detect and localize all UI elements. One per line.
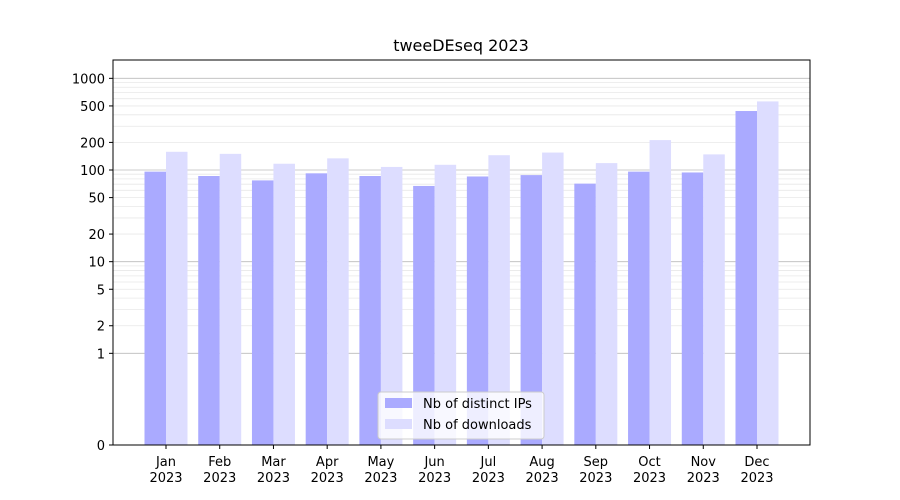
bar-downloads — [542, 152, 564, 446]
x-tick-label-year: 2023 — [257, 471, 290, 486]
y-tick-label: 1000 — [72, 72, 105, 87]
bar-downloads — [757, 101, 779, 445]
x-tick-label-month: Mar — [261, 455, 286, 470]
y-tick-label: 200 — [80, 136, 105, 151]
bar-downloads — [327, 158, 349, 445]
x-tick-label-month: Nov — [691, 455, 717, 470]
bar-ips — [251, 180, 274, 445]
bar-ips — [681, 172, 704, 445]
x-tick-label-month: Apr — [316, 455, 339, 470]
bar-ips — [466, 176, 489, 446]
x-tick-label-month: Feb — [208, 455, 231, 470]
x-tick-label-year: 2023 — [149, 471, 182, 486]
y-tick-label: 50 — [88, 192, 105, 207]
x-tick-label-year: 2023 — [418, 471, 451, 486]
x-tick-label-month: Sep — [584, 455, 609, 470]
bar-ips — [735, 111, 757, 445]
bar-downloads — [703, 154, 725, 445]
y-tick-label: 2 — [97, 320, 105, 335]
y-tick-label: 100 — [80, 164, 105, 179]
bar-ips — [574, 183, 596, 446]
y-tick-label: 20 — [88, 228, 105, 243]
bar-downloads — [595, 163, 618, 445]
x-tick-label-month: Aug — [529, 455, 554, 470]
x-tick-label-year: 2023 — [311, 471, 344, 486]
x-tick-label-year: 2023 — [364, 471, 397, 486]
x-tick-label-month: Jun — [423, 455, 444, 470]
bar-downloads — [166, 151, 188, 445]
bar-downloads — [488, 155, 510, 445]
legend-box — [377, 391, 545, 440]
bar-downloads — [649, 140, 672, 445]
legend-label-ips: Nb of distinct IPs — [423, 397, 532, 412]
x-tick-label-month: Oct — [638, 455, 660, 470]
x-tick-label-year: 2023 — [203, 471, 236, 486]
bar-ips — [520, 175, 543, 445]
x-tick-label-year: 2023 — [526, 471, 559, 486]
bars — [144, 101, 779, 446]
x-tick-label-year: 2023 — [472, 471, 505, 486]
bar-downloads — [434, 164, 457, 445]
y-tick-label: 1 — [97, 347, 105, 362]
y-axis: 0 1 2 5 10 20 50 100 200 500 1000 — [72, 72, 113, 454]
legend-swatch-downloads — [385, 419, 412, 429]
y-tick-label: 500 — [80, 100, 105, 115]
bar-ips — [359, 176, 381, 445]
bar-ips — [144, 171, 166, 446]
y-tick-label: 0 — [97, 439, 105, 454]
chart-title: tweeDEseq 2023 — [393, 36, 529, 55]
x-tick-label-year: 2023 — [579, 471, 612, 486]
x-tick-label-year: 2023 — [740, 471, 773, 486]
legend-swatch-ips — [385, 398, 412, 408]
x-tick-label-month: Jan — [155, 455, 176, 470]
y-tick-label: 5 — [97, 283, 105, 298]
bar-downloads — [380, 166, 403, 445]
legend: Nb of distinct IPs Nb of downloads — [377, 391, 545, 440]
legend-label-downloads: Nb of downloads — [423, 418, 532, 433]
bar-ips — [305, 173, 328, 445]
x-tick-label-month: Dec — [744, 455, 769, 470]
x-tick-label-month: May — [367, 455, 394, 470]
bar-downloads — [219, 153, 242, 445]
bar-ips — [628, 171, 650, 446]
plot-frame — [112, 59, 811, 446]
bar-ips — [198, 176, 220, 445]
x-tick-label-month: Jul — [480, 455, 497, 470]
bar-downloads — [273, 163, 295, 445]
x-tick-label-year: 2023 — [687, 471, 720, 486]
bar-ips — [413, 185, 435, 445]
x-axis: Jan2023Feb2023Mar2023Apr2023May2023Jun20… — [149, 445, 774, 486]
x-tick-label-year: 2023 — [633, 471, 666, 486]
y-tick-label: 10 — [88, 256, 105, 271]
